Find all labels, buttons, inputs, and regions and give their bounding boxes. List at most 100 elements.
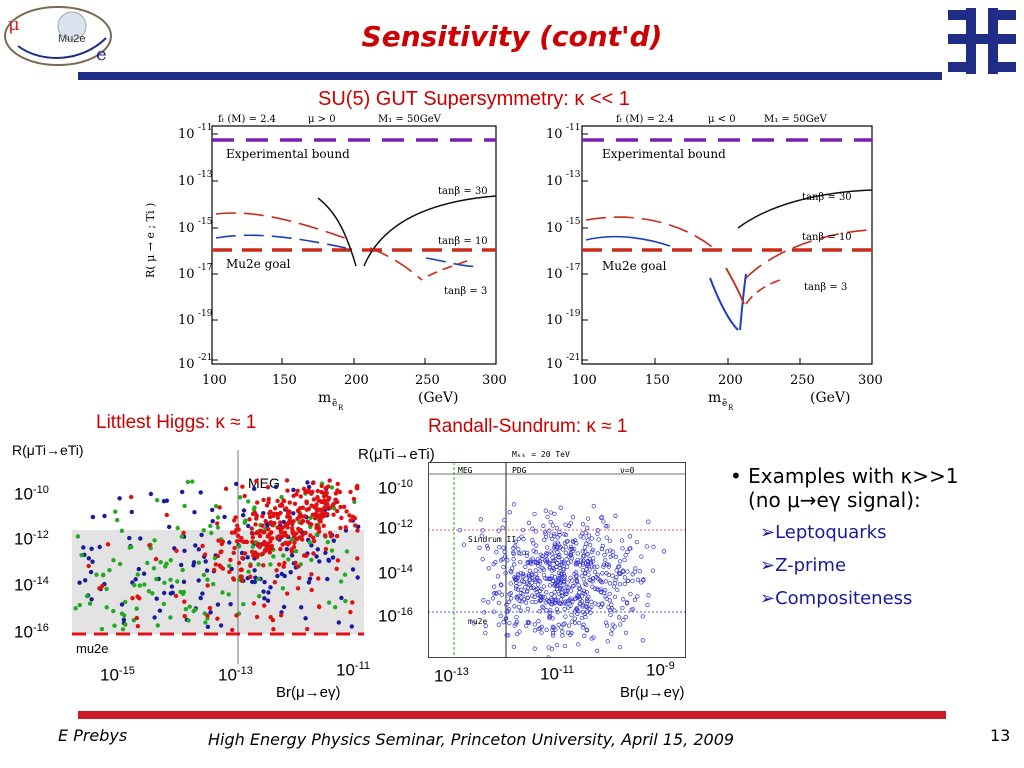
scatter-point [205, 624, 211, 629]
scatter-point [265, 523, 270, 528]
scatter-point [544, 550, 549, 556]
scatter-point [308, 533, 313, 538]
scatter-point [587, 577, 592, 582]
scatter-point [587, 567, 592, 572]
rs-ylabel: R(μTi→eTi) [358, 446, 435, 463]
scatter-point [530, 593, 535, 598]
scatter-point [524, 553, 530, 558]
scatter-point [161, 601, 167, 607]
scatter-point [565, 580, 570, 585]
scatter-point [101, 572, 106, 577]
scatter-point [553, 582, 558, 587]
scatter-point [262, 596, 267, 601]
lh-ytick: 10-16 [14, 622, 49, 642]
scatter-point [227, 540, 232, 545]
scatter-point [175, 579, 180, 584]
scatter-point [138, 536, 143, 541]
scatter-point [232, 545, 237, 551]
scatter-point [523, 564, 528, 569]
scatter-point [344, 509, 349, 514]
scatter-point [112, 623, 117, 628]
footer-author: E Prebys [58, 726, 128, 745]
scatter-point [287, 514, 292, 519]
scatter-point [585, 516, 591, 521]
x-tick: 250 [415, 373, 440, 388]
scatter-point [155, 498, 160, 503]
scatter-point [228, 557, 233, 563]
scatter-point [547, 610, 552, 615]
scatter-point [329, 548, 335, 553]
scatter-point [252, 568, 257, 573]
scatter-point [525, 588, 530, 594]
scatter-point [284, 547, 289, 552]
scatter-point [275, 573, 280, 579]
scatter-point [107, 568, 112, 573]
scatter-point [536, 619, 541, 624]
scatter-point [307, 540, 312, 545]
scatter-point [545, 552, 550, 557]
scatter-point [265, 485, 271, 490]
scatter-point [274, 568, 279, 573]
scatter-point [600, 543, 605, 549]
scatter-point [285, 542, 291, 547]
scatter-point [182, 599, 187, 604]
scatter-point [633, 566, 638, 571]
scatter-point [635, 594, 640, 599]
scatter-point [331, 501, 336, 506]
scatter-point [546, 576, 552, 581]
scatter-point [236, 560, 242, 566]
scatter-point [583, 549, 588, 554]
scatter-point [549, 592, 554, 597]
scatter-point [349, 624, 354, 629]
scatter-point [604, 535, 609, 540]
scatter-point [547, 564, 552, 570]
scatter-point [630, 606, 635, 612]
scatter-point [281, 498, 286, 503]
scatter-point [134, 615, 139, 621]
scatter-point [581, 577, 586, 582]
scatter-point [253, 522, 258, 527]
scatter-point [332, 506, 337, 511]
scatter-point [634, 539, 640, 545]
scatter-point [569, 553, 574, 558]
scatter-point [304, 553, 309, 558]
scatter-point [559, 557, 565, 562]
scatter-point [309, 491, 314, 496]
y-tick: 10 [178, 127, 195, 142]
scatter-point [550, 627, 555, 633]
scatter-point [303, 616, 308, 621]
y-tick: 10 [178, 357, 195, 372]
scatter-point [77, 580, 82, 585]
scatter-point [151, 566, 157, 571]
scatter-point [323, 501, 328, 506]
scatter-point [610, 627, 615, 632]
scatter-point [313, 516, 318, 521]
mu2e-label: mu2e [468, 617, 487, 626]
scatter-point [321, 510, 326, 515]
scatter-point [339, 515, 344, 521]
scatter-point [284, 478, 290, 483]
scatter-point [273, 506, 278, 511]
scatter-point [278, 520, 283, 525]
scatter-point [142, 582, 147, 587]
scatter-point [604, 549, 610, 554]
scatter-point [201, 572, 207, 578]
scatter-point [155, 623, 160, 628]
scatter-point [268, 585, 273, 590]
scatter-point [612, 594, 618, 600]
scatter-point [570, 599, 575, 604]
scatter-point [478, 517, 483, 522]
scatter-point [309, 572, 314, 577]
scatter-point [353, 523, 358, 528]
scatter-point [262, 542, 268, 547]
scatter-point [610, 573, 615, 578]
scatter-point [300, 537, 305, 542]
scatter-point [595, 564, 600, 569]
x-tick: 100 [572, 373, 597, 388]
scatter-point [208, 523, 213, 529]
scatter-point [254, 530, 259, 536]
scatter-point [316, 576, 321, 581]
scatter-point [213, 504, 219, 509]
mu2e-goal-label: Mu2e goal [602, 259, 667, 273]
scatter-point [520, 571, 526, 576]
